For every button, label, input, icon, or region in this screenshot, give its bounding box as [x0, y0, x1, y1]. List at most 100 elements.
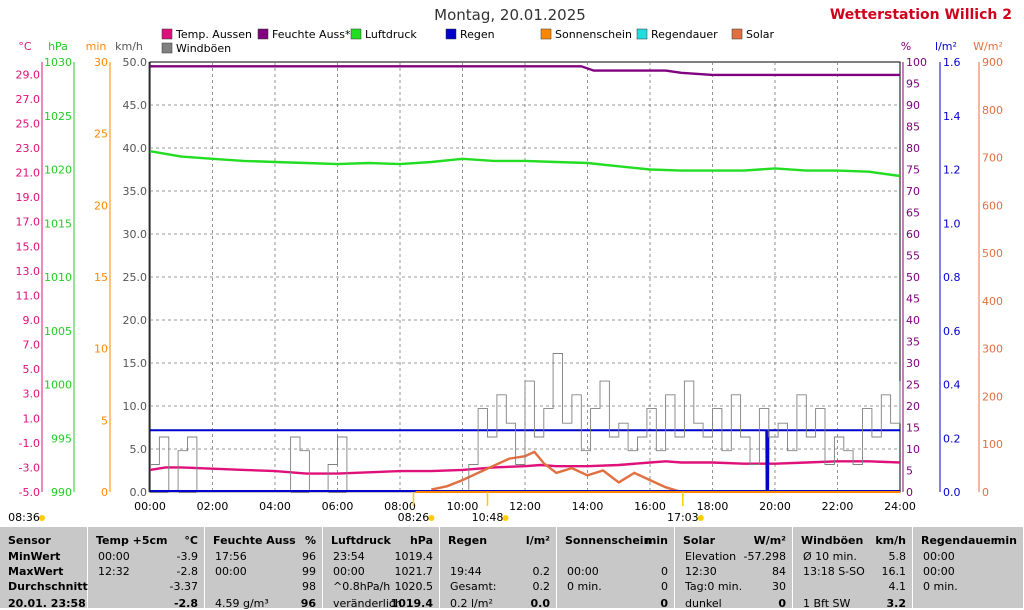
station-name: Wetterstation Willich 2: [830, 7, 1012, 23]
table-header-label: Luftdruck: [331, 534, 391, 547]
kmh-tick-label: 40.0: [123, 142, 148, 155]
temp-axis-unit: °C: [18, 40, 32, 53]
temp-tick-label: 23.0: [16, 142, 41, 155]
pct-tick-label: 45: [906, 293, 920, 306]
table-header-label: Regendauer: [921, 534, 997, 547]
table-cell-value: 84: [772, 565, 786, 578]
temp-tick-label: -1.0: [19, 437, 40, 450]
temp-tick-label: 3.0: [23, 388, 41, 401]
table-cell-label: 0.2 l/m²: [450, 597, 493, 610]
hpa-tick-label: 1005: [44, 325, 72, 338]
sun-marker-icon: [502, 515, 509, 521]
legend-label: Luftdruck: [365, 28, 417, 41]
kmh-tick-label: 50.0: [123, 56, 148, 69]
table-header-unit: min: [993, 534, 1017, 547]
pct-tick-label: 85: [906, 121, 920, 134]
table-column: Regen l/m² 19:44 0.2 Gesamt: 0.2 0.2 l/m² 0.0: [440, 527, 557, 610]
table-header-label: Regen: [448, 534, 488, 547]
legend-label: Temp. Aussen: [175, 28, 252, 41]
legend-swatch: [445, 28, 457, 40]
table-column: Windböen km/h Ø 10 min. 5.8 13:18 S-SO 16.1 4.…: [793, 527, 913, 610]
table-cell-value: 0: [661, 565, 668, 578]
legend-swatch: [636, 28, 648, 40]
table-header-label: Sensor: [8, 534, 51, 547]
wm2-tick-label: 900: [982, 56, 1003, 69]
hpa-tick-label: 1010: [44, 271, 72, 284]
x-tick-label: 14:00: [572, 500, 604, 513]
x-tick-label: 24:00: [884, 500, 916, 513]
table-cell-value: 3.2: [886, 597, 907, 610]
pct-tick-label: 50: [906, 271, 920, 284]
lm2-tick-label: 0.0: [943, 486, 961, 499]
pct-tick-label: 0: [906, 486, 913, 499]
table-cell-value: 96: [300, 597, 316, 610]
legend-swatch: [731, 28, 743, 40]
table-cell-label: MaxWert: [8, 565, 64, 578]
wm2-tick-label: 400: [982, 295, 1003, 308]
temp-tick-label: 25.0: [16, 117, 41, 130]
x-tick-label: 12:00: [509, 500, 541, 513]
pct-tick-label: 20: [906, 400, 920, 413]
x-tick-label: 00:00: [134, 500, 166, 513]
table-cell-label: ^0.8hPa/h: [333, 580, 391, 593]
table-cell-label: 20.01. 23:58: [8, 597, 86, 610]
temp-tick-label: 15.0: [16, 240, 41, 253]
table-cell-label: veränderlich: [333, 597, 402, 610]
table-column: Sensor MinWert MaxWert Durchschnitt 20.01. 2…: [0, 527, 88, 610]
table-column: Luftdruck hPa 23:54 1019.4 00:00 1021.7 ^0.8hP…: [323, 527, 440, 610]
temp-tick-label: 27.0: [16, 93, 41, 106]
lm2-tick-label: 1.2: [943, 164, 961, 177]
sun-marker-label: 17:03: [667, 511, 699, 524]
legend-swatch: [257, 28, 269, 40]
table-cell-label: Tag:0 min.: [685, 580, 743, 593]
wm2-tick-label: 200: [982, 390, 1003, 403]
series-line: [150, 65, 900, 77]
wm2-tick-label: 500: [982, 247, 1003, 260]
kmh-tick-label: 45.0: [123, 99, 148, 112]
temp-tick-label: -3.0: [19, 461, 40, 474]
weather-chart: 00:00 02:00 04:00 06:00 08:00 10:00 12:00 14:00…: [8, 28, 1003, 524]
table-header-unit: W/m²: [753, 534, 786, 547]
x-tick-label: 06:00: [322, 500, 354, 513]
temp-tick-label: 21.0: [16, 167, 41, 180]
temp-tick-label: 17.0: [16, 216, 41, 229]
table-cell-label: 13:18 S-SO: [803, 565, 865, 578]
lm2-axis-unit: l/m²: [935, 40, 957, 53]
table-header-label: Solar: [683, 534, 716, 547]
wm2-tick-label: 0: [982, 486, 989, 499]
table-cell-label: Ø 10 min.: [803, 550, 857, 563]
sun-marker-label: 08:26: [398, 511, 430, 524]
hpa-tick-label: 1020: [44, 164, 72, 177]
series-line: [431, 450, 682, 494]
table-cell-value: 0.2: [532, 580, 551, 593]
hpa-tick-label: 995: [51, 432, 72, 445]
table-header-label: Sonnenschein: [565, 534, 652, 547]
table-cell-value: 1021.7: [394, 565, 434, 578]
table-header-unit: km/h: [875, 534, 906, 547]
table-cell-value: 4.1: [888, 580, 907, 593]
hpa-tick-label: 1015: [44, 217, 72, 230]
wm2-tick-label: 600: [982, 199, 1003, 212]
table-cell-label: 00:00: [333, 565, 365, 578]
sun-marker-icon: [428, 515, 435, 521]
table-cell-label: 00:00: [567, 565, 599, 578]
table-column: Temp +5cm °C 00:00 -3.9 12:32 -2.8 -3.37 -2.8: [88, 527, 205, 610]
temp-tick-label: 29.0: [16, 68, 41, 81]
min-tick-label: 10: [94, 343, 108, 356]
wm2-tick-label: 700: [982, 152, 1003, 165]
sun-marker-label: 08:36: [8, 511, 40, 524]
table-cell-value: -2.8: [173, 597, 198, 610]
table-cell-label: 12:32: [98, 565, 130, 578]
temp-tick-label: 9.0: [23, 314, 41, 327]
kmh-tick-label: 0.0: [130, 486, 148, 499]
table-cell-value: -3.9: [176, 550, 198, 563]
table-cell-value: 1019.4: [390, 597, 433, 610]
table-cell-value: 96: [302, 550, 316, 563]
pct-tick-label: 75: [906, 164, 920, 177]
temp-tick-label: 13.0: [16, 265, 41, 278]
table-cell-label: 00:00: [215, 565, 247, 578]
hpa-tick-label: 1030: [44, 56, 72, 69]
x-tick-label: 16:00: [634, 500, 666, 513]
table-cell-label: dunkel: [685, 597, 722, 610]
pct-tick-label: 90: [906, 99, 920, 112]
